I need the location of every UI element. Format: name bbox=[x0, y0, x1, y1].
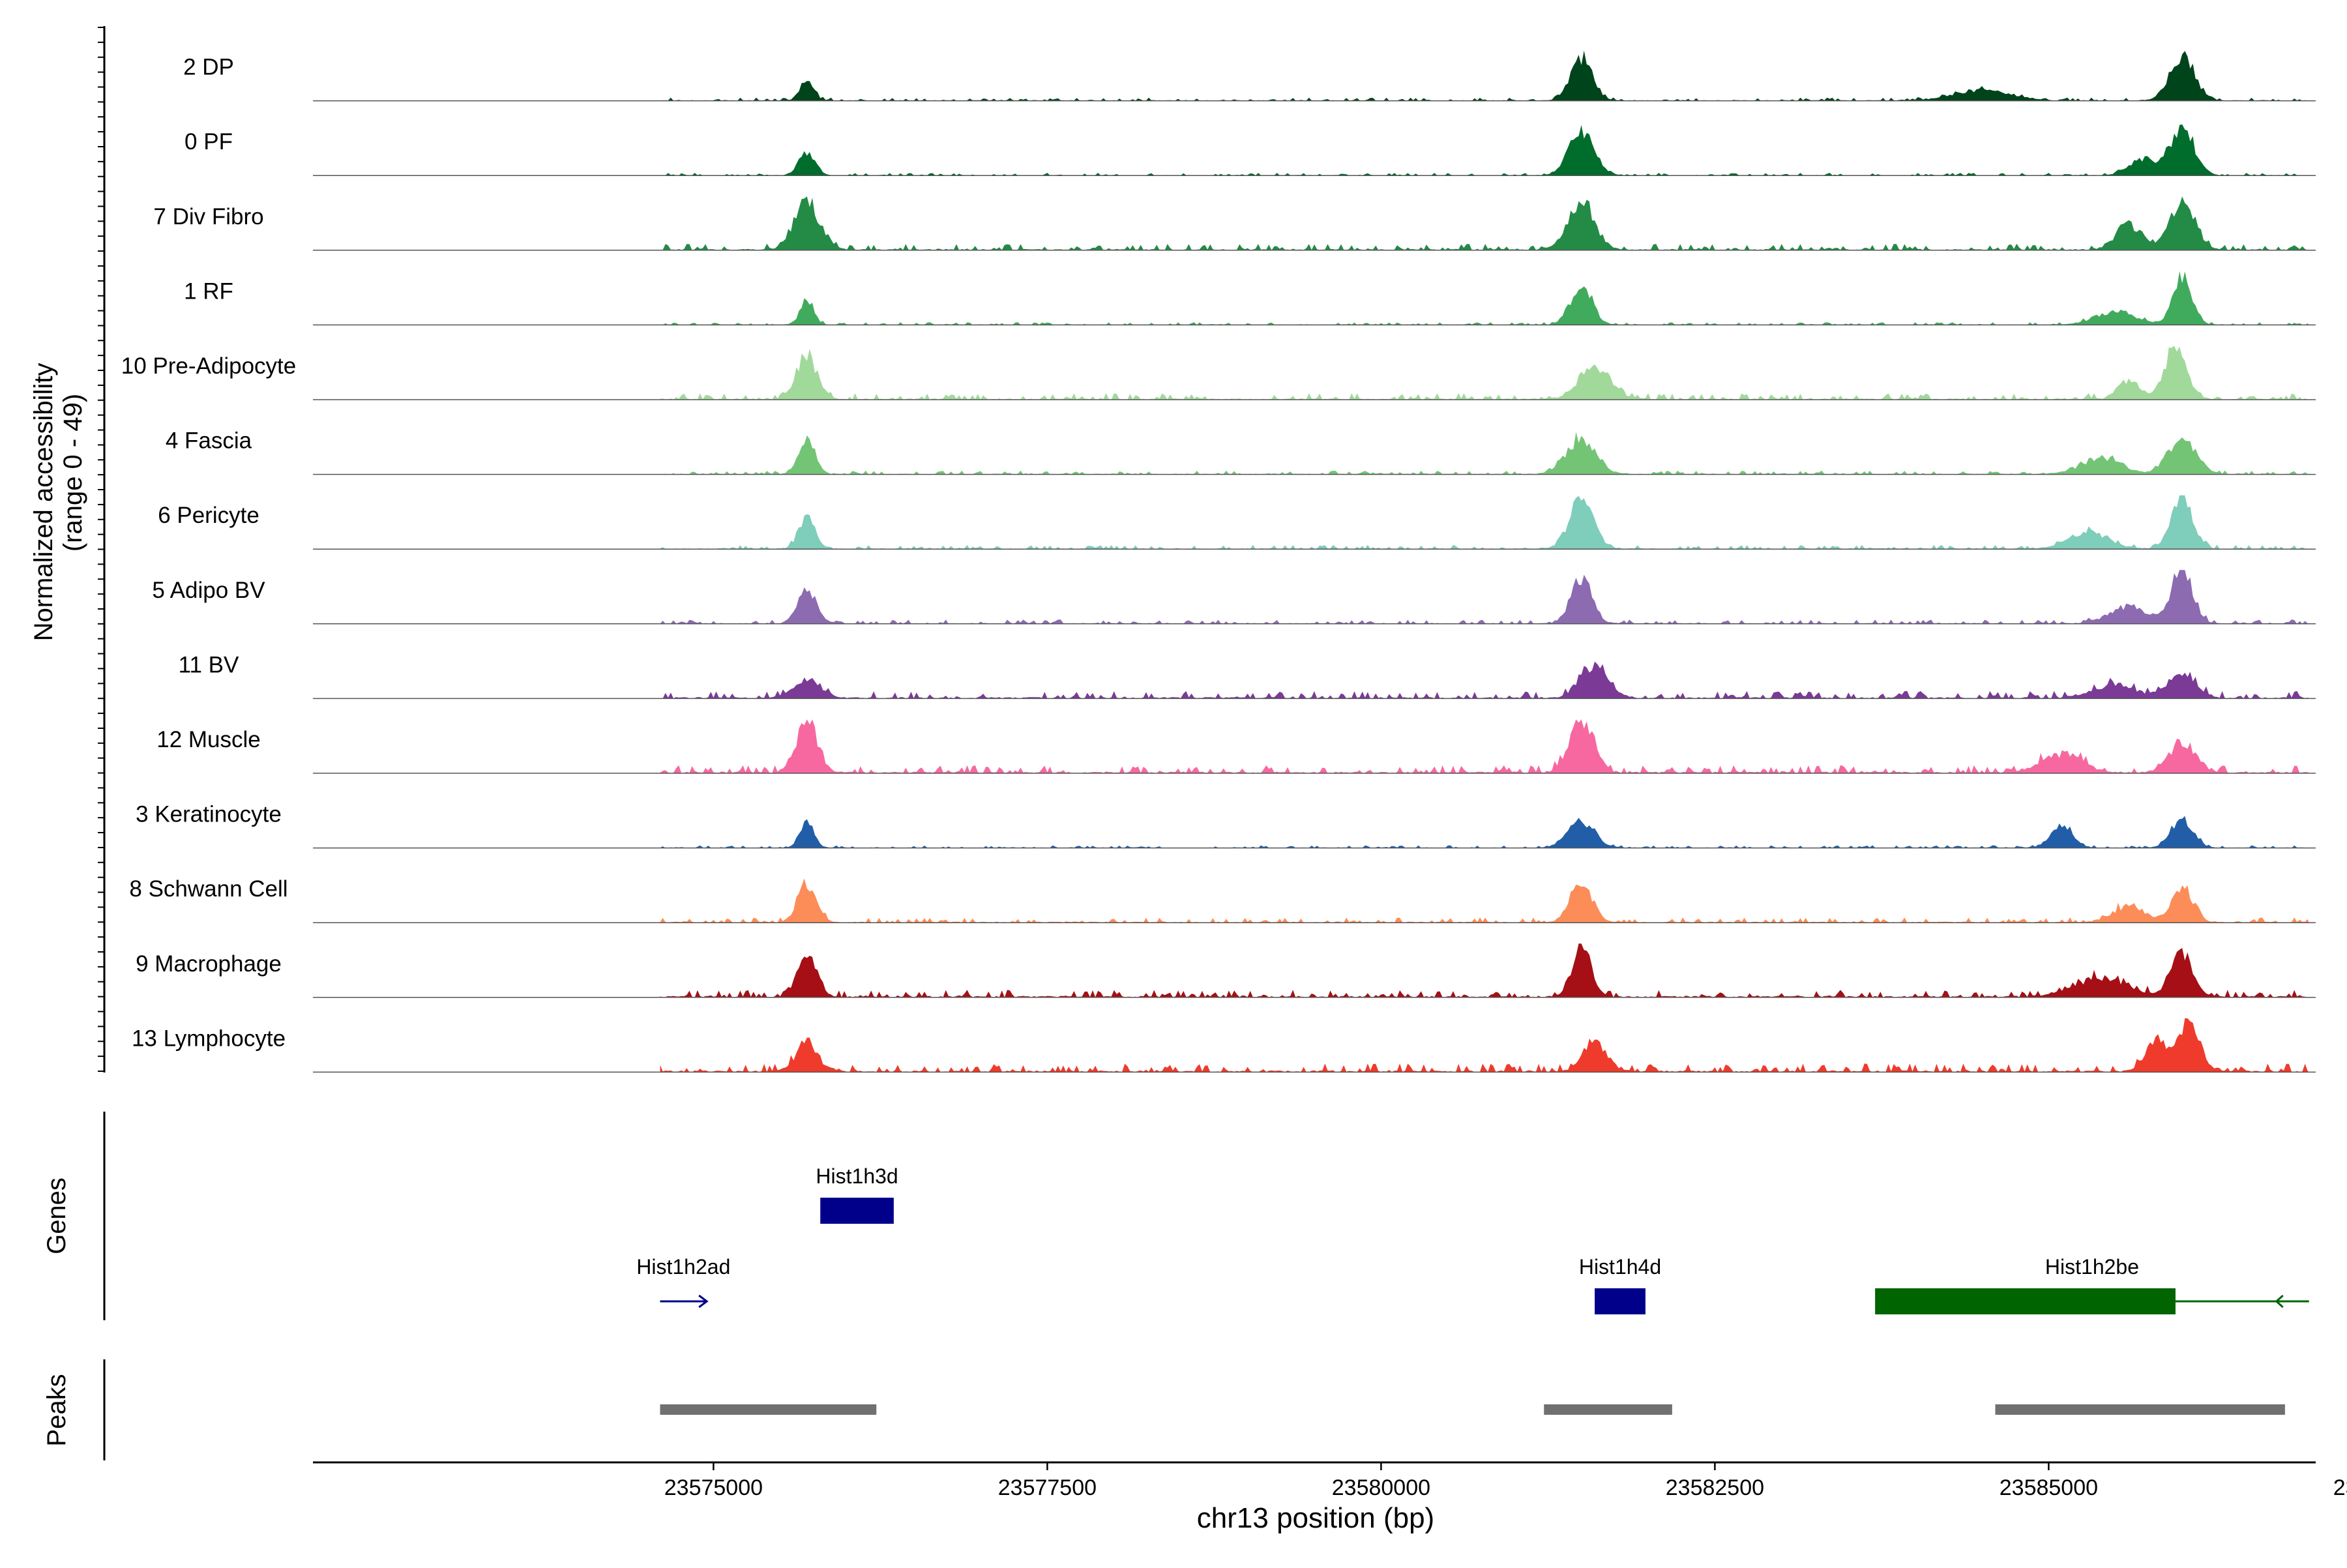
track-2-dp: 2 DP bbox=[183, 50, 2316, 102]
gene-label: Hist1h2ad bbox=[636, 1255, 730, 1279]
strand-arrow bbox=[2275, 1294, 2284, 1309]
gene-hist1h2ad: Hist1h2ad bbox=[636, 1255, 730, 1309]
gene-label: Hist1h3d bbox=[816, 1164, 898, 1188]
track-label: 8 Schwann Cell bbox=[129, 876, 288, 902]
peak-region bbox=[1995, 1404, 2285, 1415]
track-label: 11 BV bbox=[179, 652, 239, 677]
x-axis: 23575000 23577500 23580000 23582500 23585000… bbox=[313, 1461, 2347, 1500]
track-label: 4 Fascia bbox=[166, 428, 252, 454]
track-label: 6 Pericyte bbox=[158, 503, 259, 528]
track-11-bv: 11 BV bbox=[179, 652, 2316, 700]
coverage-area bbox=[660, 570, 2309, 624]
coverage-area bbox=[660, 1018, 2309, 1072]
track-label: 2 DP bbox=[183, 55, 234, 80]
track-label: 3 Keratinocyte bbox=[136, 802, 282, 827]
track-13-lymphocyte: 13 Lymphocyte bbox=[132, 1018, 2316, 1073]
x-axis-label: chr13 position (bp) bbox=[1197, 1502, 1434, 1534]
coverage-area bbox=[660, 432, 2309, 475]
coverage-area bbox=[660, 124, 2309, 176]
track-7-div-fibro: 7 Div Fibro bbox=[153, 196, 2316, 251]
x-tick-label: 23580000 bbox=[1332, 1475, 1430, 1500]
coverage-area bbox=[660, 878, 2309, 923]
x-tick-label: 23577500 bbox=[998, 1475, 1097, 1500]
track-label: 0 PF bbox=[185, 129, 233, 155]
track-3-keratinocyte: 3 Keratinocyte bbox=[136, 802, 2316, 849]
coverage-area bbox=[660, 50, 2309, 101]
track-5-adipo-bv: 5 Adipo BV bbox=[152, 570, 2316, 625]
track-label: 9 Macrophage bbox=[136, 951, 282, 977]
track-label: 13 Lymphocyte bbox=[132, 1026, 286, 1051]
peak-region bbox=[1544, 1404, 1672, 1415]
gene-body bbox=[1875, 1288, 2176, 1314]
peak-region bbox=[660, 1404, 877, 1415]
gene-label: Hist1h4d bbox=[1579, 1255, 1661, 1279]
coverage-area bbox=[660, 495, 2309, 550]
track-label: 1 RF bbox=[184, 278, 233, 304]
track-label: 10 Pre-Adipocyte bbox=[121, 353, 296, 379]
coverage-area bbox=[660, 196, 2309, 250]
track-9-macrophage: 9 Macrophage bbox=[136, 943, 2316, 998]
x-tick-label: 23582500 bbox=[1666, 1475, 1764, 1500]
track-10-pre-adipocyte: 10 Pre-Adipocyte bbox=[121, 346, 2316, 400]
gene-body bbox=[820, 1198, 894, 1224]
x-tick-label: 23587500 bbox=[2333, 1475, 2347, 1500]
track-8-schwann-cell: 8 Schwann Cell bbox=[129, 876, 2316, 923]
coverage-tracks: 2 DP 0 PF 7 Div Fibro 1 RF 10 Pre-Adipocyte 4… bbox=[121, 50, 2316, 1073]
strand-arrow bbox=[698, 1294, 709, 1309]
gene-body bbox=[1595, 1288, 1646, 1314]
coverage-area bbox=[660, 943, 2309, 998]
gene-label: Hist1h2be bbox=[2045, 1255, 2139, 1279]
track-4-fascia: 4 Fascia bbox=[166, 428, 2316, 475]
track-label: 7 Div Fibro bbox=[153, 204, 263, 229]
track-label: 12 Muscle bbox=[156, 727, 261, 752]
track-1-rf: 1 RF bbox=[184, 271, 2316, 326]
coverage-area bbox=[660, 346, 2309, 400]
coverage-y-axis bbox=[98, 26, 106, 1072]
peaks-panel-label: Peaks bbox=[42, 1374, 71, 1446]
x-tick-label: 23585000 bbox=[2000, 1475, 2098, 1500]
track-6-pericyte: 6 Pericyte bbox=[158, 495, 2316, 550]
genes-track: Hist1h3d Hist1h2ad Hist1h4d Hist1h2be bbox=[636, 1164, 2309, 1314]
genes-panel-label: Genes bbox=[42, 1177, 71, 1254]
x-tick-label: 23575000 bbox=[664, 1475, 763, 1500]
coverage-area bbox=[660, 271, 2309, 325]
coverage-y-label-line1: Normalized accessibility bbox=[29, 363, 58, 642]
coverage-area bbox=[660, 661, 2309, 699]
track-12-muscle: 12 Muscle bbox=[156, 719, 2316, 774]
peaks-track bbox=[660, 1404, 2285, 1415]
track-0-pf: 0 PF bbox=[185, 124, 2316, 176]
coverage-area bbox=[660, 816, 2309, 848]
gene-hist1h3d: Hist1h3d bbox=[816, 1164, 898, 1224]
track-label: 5 Adipo BV bbox=[152, 578, 265, 603]
coverage-area bbox=[660, 719, 2309, 773]
coverage-y-label-line2: (range 0 - 49) bbox=[59, 394, 87, 552]
gene-hist1h4d: Hist1h4d bbox=[1579, 1255, 1661, 1314]
gene-hist1h2be: Hist1h2be bbox=[1875, 1255, 2309, 1314]
